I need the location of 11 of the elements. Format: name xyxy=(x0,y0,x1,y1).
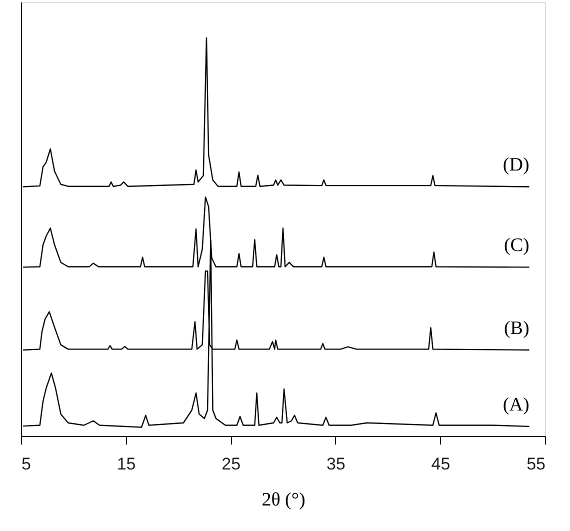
series-label: (C) xyxy=(504,235,530,256)
x-tick-label: 15 xyxy=(116,454,136,474)
x-tick-label: 55 xyxy=(526,454,546,474)
series-label: (A) xyxy=(502,394,530,416)
x-axis-title: 2θ (°) xyxy=(262,490,306,510)
x-tick-label: 35 xyxy=(326,454,346,474)
series-label: (D) xyxy=(502,154,530,176)
x-tick-label: 25 xyxy=(222,454,241,474)
series-label: (B) xyxy=(504,318,530,339)
x-tick-label: 5 xyxy=(22,454,31,474)
x-tick-label: 45 xyxy=(431,454,450,474)
